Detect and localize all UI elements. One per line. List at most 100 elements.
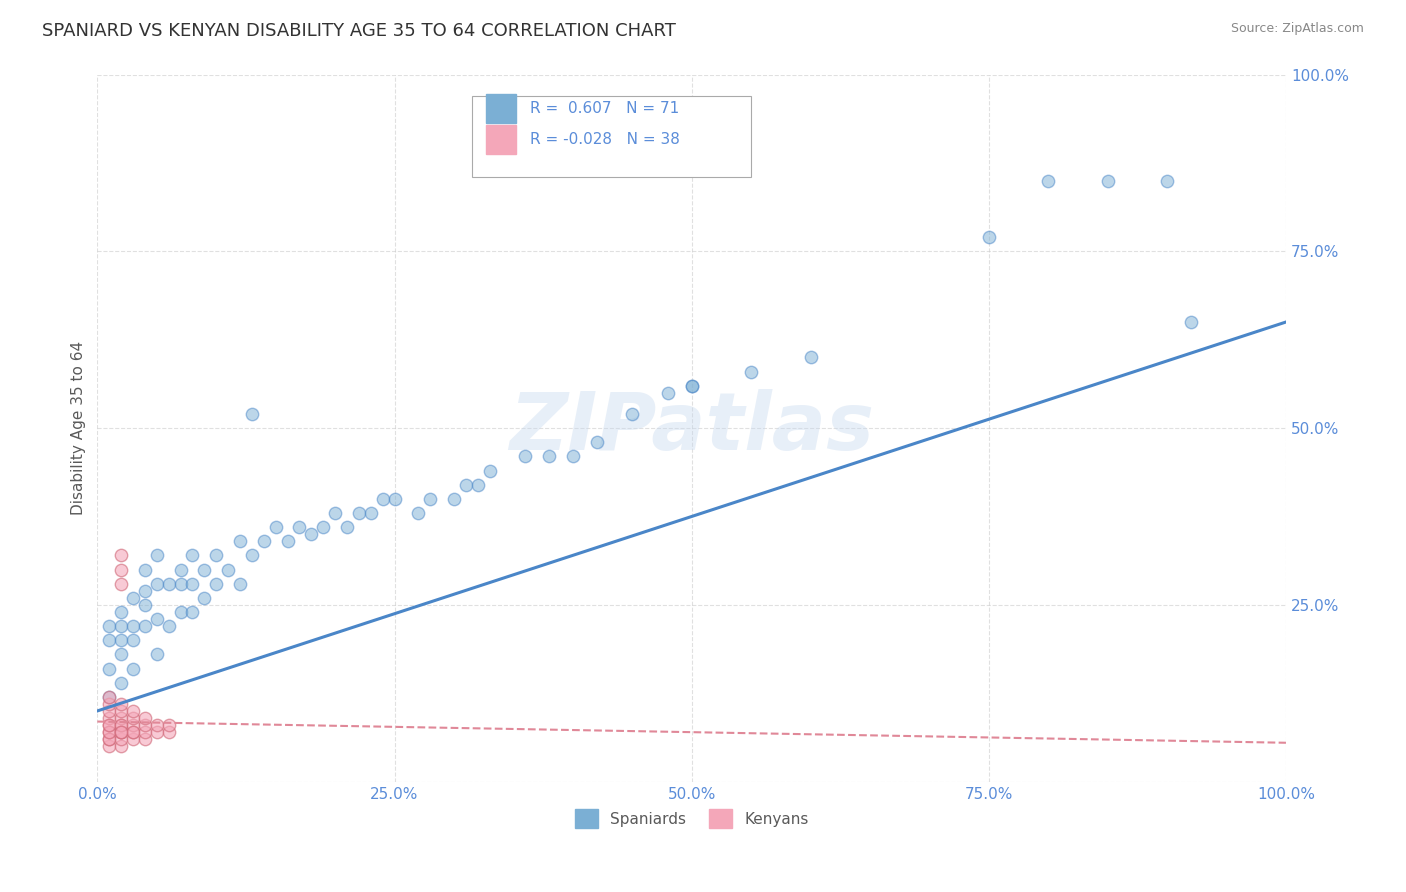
Point — [229, 534, 252, 549]
Point — [1180, 315, 1202, 329]
Point — [122, 704, 145, 718]
Point — [110, 739, 132, 754]
Point — [122, 591, 145, 605]
Text: ZIPatlas: ZIPatlas — [509, 389, 875, 467]
Point — [312, 520, 335, 534]
Point — [122, 619, 145, 633]
Point — [146, 648, 169, 662]
Point — [384, 491, 406, 506]
Point — [181, 549, 204, 563]
Point — [110, 725, 132, 739]
Point — [134, 725, 156, 739]
Point — [336, 520, 359, 534]
Point — [977, 230, 1000, 244]
Point — [98, 725, 121, 739]
Point — [134, 718, 156, 732]
Point — [1097, 173, 1119, 187]
Point — [98, 732, 121, 747]
Point — [98, 732, 121, 747]
Point — [134, 732, 156, 747]
Point — [134, 619, 156, 633]
Point — [110, 675, 132, 690]
Point — [110, 725, 132, 739]
Point — [681, 378, 703, 392]
Point — [110, 732, 132, 747]
Point — [98, 718, 121, 732]
Point — [681, 378, 703, 392]
Point — [515, 450, 537, 464]
Y-axis label: Disability Age 35 to 64: Disability Age 35 to 64 — [72, 341, 86, 516]
Point — [240, 407, 263, 421]
Text: Source: ZipAtlas.com: Source: ZipAtlas.com — [1230, 22, 1364, 36]
Point — [110, 704, 132, 718]
Point — [122, 732, 145, 747]
FancyBboxPatch shape — [472, 95, 751, 177]
Point — [122, 725, 145, 739]
Point — [323, 506, 346, 520]
Point — [799, 351, 821, 365]
Point — [110, 549, 132, 563]
Point — [264, 520, 287, 534]
Point — [98, 725, 121, 739]
Point — [181, 605, 204, 619]
Text: R = -0.028   N = 38: R = -0.028 N = 38 — [530, 132, 681, 147]
Legend: Spaniards, Kenyans: Spaniards, Kenyans — [569, 804, 814, 834]
Point — [146, 725, 169, 739]
Point — [110, 718, 132, 732]
Point — [478, 463, 501, 477]
Point — [193, 591, 215, 605]
Point — [277, 534, 299, 549]
Point — [229, 576, 252, 591]
Point — [110, 648, 132, 662]
Point — [122, 661, 145, 675]
Point — [157, 576, 180, 591]
Point — [122, 725, 145, 739]
Point — [157, 718, 180, 732]
Point — [122, 718, 145, 732]
Point — [288, 520, 311, 534]
Point — [122, 711, 145, 725]
Point — [1156, 173, 1178, 187]
Point — [169, 605, 191, 619]
Point — [406, 506, 429, 520]
Point — [157, 725, 180, 739]
Text: R =  0.607   N = 71: R = 0.607 N = 71 — [530, 101, 679, 116]
Point — [537, 450, 560, 464]
Text: SPANIARD VS KENYAN DISABILITY AGE 35 TO 64 CORRELATION CHART: SPANIARD VS KENYAN DISABILITY AGE 35 TO … — [42, 22, 676, 40]
Point — [98, 633, 121, 648]
Point — [443, 491, 465, 506]
Point — [98, 704, 121, 718]
Point — [157, 619, 180, 633]
Point — [134, 711, 156, 725]
Point — [240, 549, 263, 563]
Point — [253, 534, 276, 549]
Point — [347, 506, 370, 520]
Point — [110, 619, 132, 633]
Point — [98, 718, 121, 732]
Point — [621, 407, 644, 421]
Point — [146, 549, 169, 563]
Point — [299, 527, 322, 541]
Point — [98, 690, 121, 704]
Point — [193, 562, 215, 576]
Bar — [486, 126, 516, 153]
Point — [146, 612, 169, 626]
Point — [657, 385, 679, 400]
Point — [98, 661, 121, 675]
Point — [134, 583, 156, 598]
Point — [110, 576, 132, 591]
Point — [181, 576, 204, 591]
Point — [134, 598, 156, 612]
Point — [371, 491, 394, 506]
Point — [98, 711, 121, 725]
Point — [217, 562, 239, 576]
Point — [561, 450, 583, 464]
Point — [110, 697, 132, 711]
Point — [110, 711, 132, 725]
Point — [419, 491, 441, 506]
Point — [169, 562, 191, 576]
Point — [360, 506, 382, 520]
Point — [98, 619, 121, 633]
Point — [146, 718, 169, 732]
Point — [146, 576, 169, 591]
